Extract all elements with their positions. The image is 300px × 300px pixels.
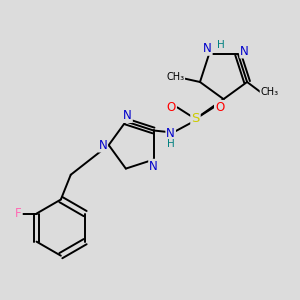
Text: F: F [15,207,22,220]
Text: N: N [203,42,212,55]
Text: O: O [215,101,224,114]
Text: H: H [217,40,224,50]
Text: N: N [166,127,175,140]
Text: N: N [149,160,158,173]
Text: S: S [191,112,200,125]
Text: N: N [98,139,107,152]
Text: N: N [240,44,249,58]
Text: CH₃: CH₃ [260,87,279,97]
Text: H: H [167,140,175,149]
Text: N: N [123,109,132,122]
Text: CH₃: CH₃ [166,72,184,82]
Text: O: O [167,101,176,114]
